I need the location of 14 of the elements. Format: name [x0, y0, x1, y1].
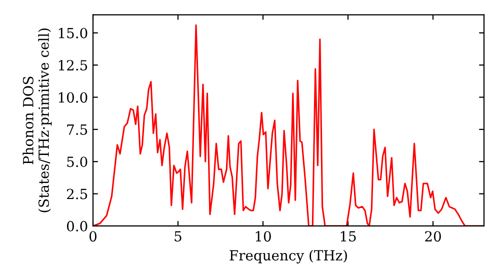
x-axis-title: Frequency (THz): [230, 250, 347, 264]
y-tick-label: 15.0: [58, 28, 88, 38]
y-tick-label: 12.5: [58, 60, 88, 71]
y-tick-label: 0.0: [66, 220, 88, 232]
y-tick-label: 7.5: [67, 124, 88, 135]
y-tick-label: 2.5: [66, 188, 88, 200]
x-tick-label: 20: [425, 231, 441, 242]
x-tick-label: 10: [256, 231, 271, 242]
x-tick-label: 5: [174, 231, 182, 242]
y-tick-label: 10.0: [58, 92, 88, 103]
y-axis-title: Phonon DOS (States/THz·primitive cell): [22, 28, 52, 212]
y-tick-label: 5.0: [67, 156, 88, 168]
x-tick-label: 0: [89, 231, 96, 242]
x-tick-label: 15: [340, 231, 356, 242]
